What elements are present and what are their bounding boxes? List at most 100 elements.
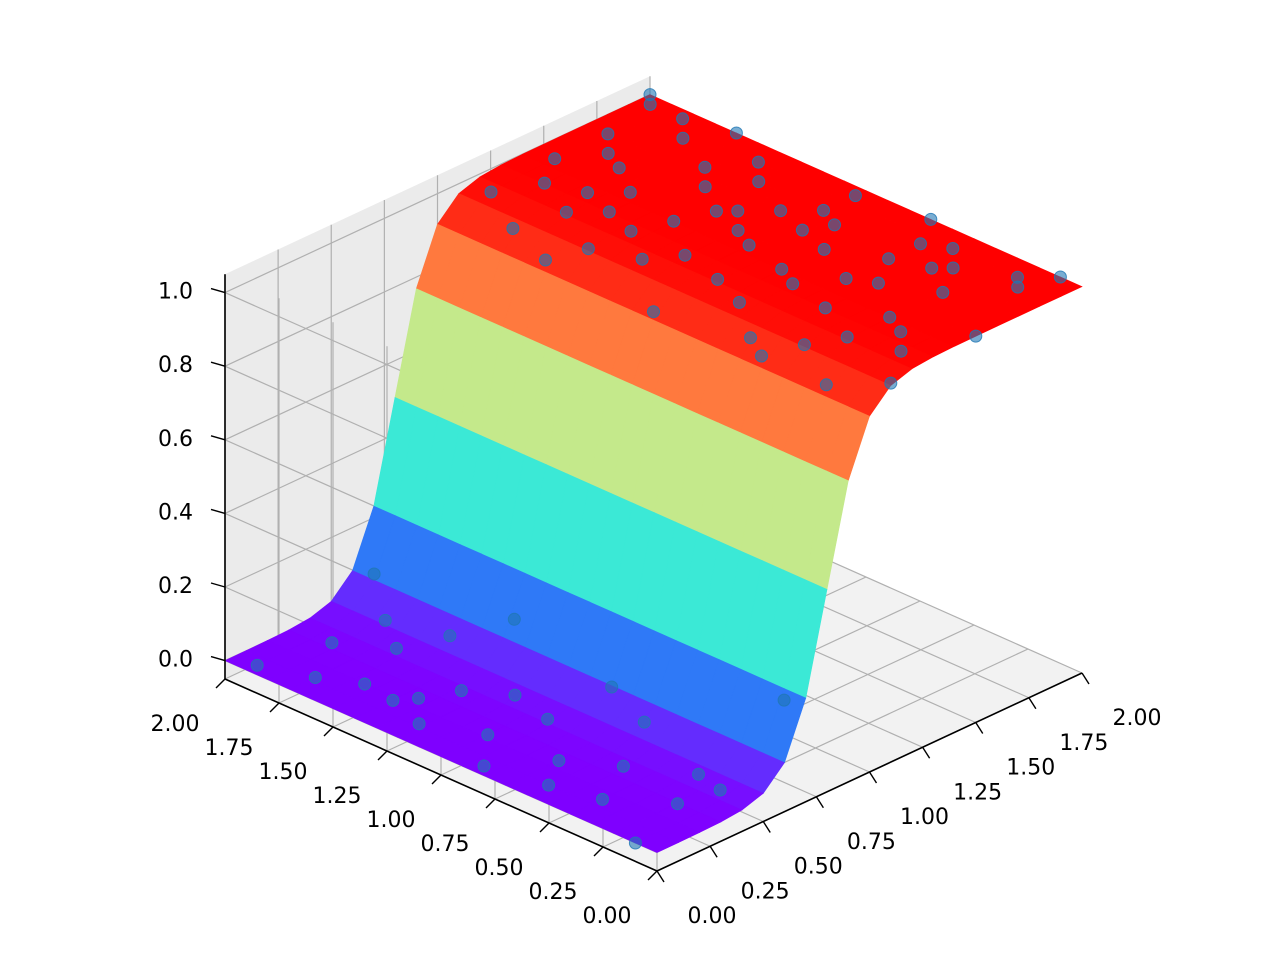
scatter-point [731, 204, 745, 218]
scatter-point [729, 126, 743, 140]
scatter-point [884, 376, 898, 390]
x-tick [709, 845, 718, 858]
scatter-point [605, 680, 619, 694]
y-tick-label: 2.00 [151, 712, 200, 737]
scatter-point [367, 567, 381, 581]
scatter-point [818, 301, 832, 315]
x-tick-label: 1.75 [1059, 731, 1108, 756]
scatter-point [601, 146, 615, 160]
scatter-point [443, 629, 457, 643]
x-tick [1081, 672, 1090, 685]
x-tick-label: 1.00 [900, 805, 949, 830]
scatter-point [914, 237, 927, 251]
scatter-point [894, 325, 908, 339]
scatter-point [667, 214, 681, 228]
y-tick [323, 726, 334, 737]
scatter-point [637, 715, 651, 729]
scatter-point [840, 330, 854, 344]
scatter-point [559, 205, 573, 219]
y-tick-label: 1.00 [367, 808, 416, 833]
z-tick-label: 0.2 [158, 574, 193, 599]
scatter-point [481, 728, 495, 742]
scatter-point [732, 295, 746, 309]
scatter-point [635, 252, 649, 266]
x-tick [762, 821, 771, 833]
y-tick-label: 1.75 [205, 736, 254, 761]
scatter-point [946, 242, 960, 255]
z-tick [210, 435, 226, 441]
y-tick [539, 822, 550, 833]
z-tick-label: 0.8 [158, 353, 193, 378]
scatter-point [643, 97, 657, 111]
y-tick [377, 750, 388, 761]
y-tick-label: 0.75 [421, 832, 470, 857]
scatter-point [602, 205, 616, 219]
y-tick [431, 774, 442, 785]
scatter-point [883, 310, 897, 324]
x-tick-label: 0.50 [794, 855, 843, 880]
y-tick [215, 678, 226, 689]
z-tick [210, 582, 226, 588]
scatter-point [612, 161, 626, 175]
scatter-point [698, 180, 712, 194]
z-tick-label: 1.0 [158, 280, 193, 305]
x-tick [1028, 697, 1037, 710]
x-tick [656, 870, 665, 883]
y-tick-label: 1.50 [259, 760, 308, 785]
scatter-point [325, 636, 339, 650]
y-tick-label: 0.50 [475, 856, 524, 881]
z-tick [210, 655, 226, 662]
scatter-point [541, 712, 555, 726]
scatter-point [412, 717, 426, 731]
scatter-point [538, 176, 551, 190]
scatter-point [628, 836, 642, 850]
z-tick-label: 0.0 [158, 648, 193, 673]
scatter-point [742, 238, 756, 252]
z-tick-label: 0.6 [158, 427, 193, 452]
scatter-point [817, 203, 830, 217]
x-tick-label: 0.00 [688, 904, 737, 929]
scatter-point [775, 262, 789, 276]
z-tick-label: 0.4 [158, 500, 193, 525]
scatter-point [542, 778, 556, 792]
surface-face [634, 832, 680, 853]
scatter-point [616, 759, 630, 773]
scatter-point [817, 242, 831, 256]
scatter-point [676, 131, 690, 145]
x-tick [868, 771, 878, 784]
y-tick-label: 1.25 [313, 784, 362, 809]
scatter-point [925, 261, 939, 275]
scatter-point [797, 338, 811, 352]
scatter-point [713, 783, 727, 797]
tick-labels: 0.000.250.500.751.001.251.501.752.000.00… [151, 280, 1162, 929]
scatter-point [698, 160, 712, 174]
surface-mesh [224, 94, 1083, 853]
scatter-point [755, 349, 768, 363]
scatter-point [871, 276, 885, 290]
scatter-point [744, 331, 757, 345]
scatter-point [774, 204, 788, 218]
scatter-point [386, 693, 400, 707]
scatter-point [581, 242, 595, 256]
scatter-point [389, 641, 403, 655]
scatter-point [506, 222, 520, 235]
scatter-point [623, 185, 637, 199]
x-tick-label: 1.25 [953, 780, 1002, 805]
z-tick [210, 508, 226, 515]
scatter-point [552, 754, 566, 768]
scatter-point [819, 378, 833, 392]
scatter-point [678, 248, 692, 262]
scatter-point [507, 612, 521, 626]
axis-lines [210, 274, 1090, 883]
x-tick [922, 746, 931, 759]
scatter-point [508, 688, 522, 702]
y-tick-label: 0.00 [583, 904, 632, 929]
scatter-point [601, 127, 615, 141]
scatter-point [412, 691, 425, 705]
scatter-point [484, 185, 498, 199]
scatter-point [378, 613, 392, 627]
scatter-point [647, 305, 660, 319]
x-tick-label: 2.00 [1113, 706, 1162, 731]
y-tick [485, 798, 496, 809]
